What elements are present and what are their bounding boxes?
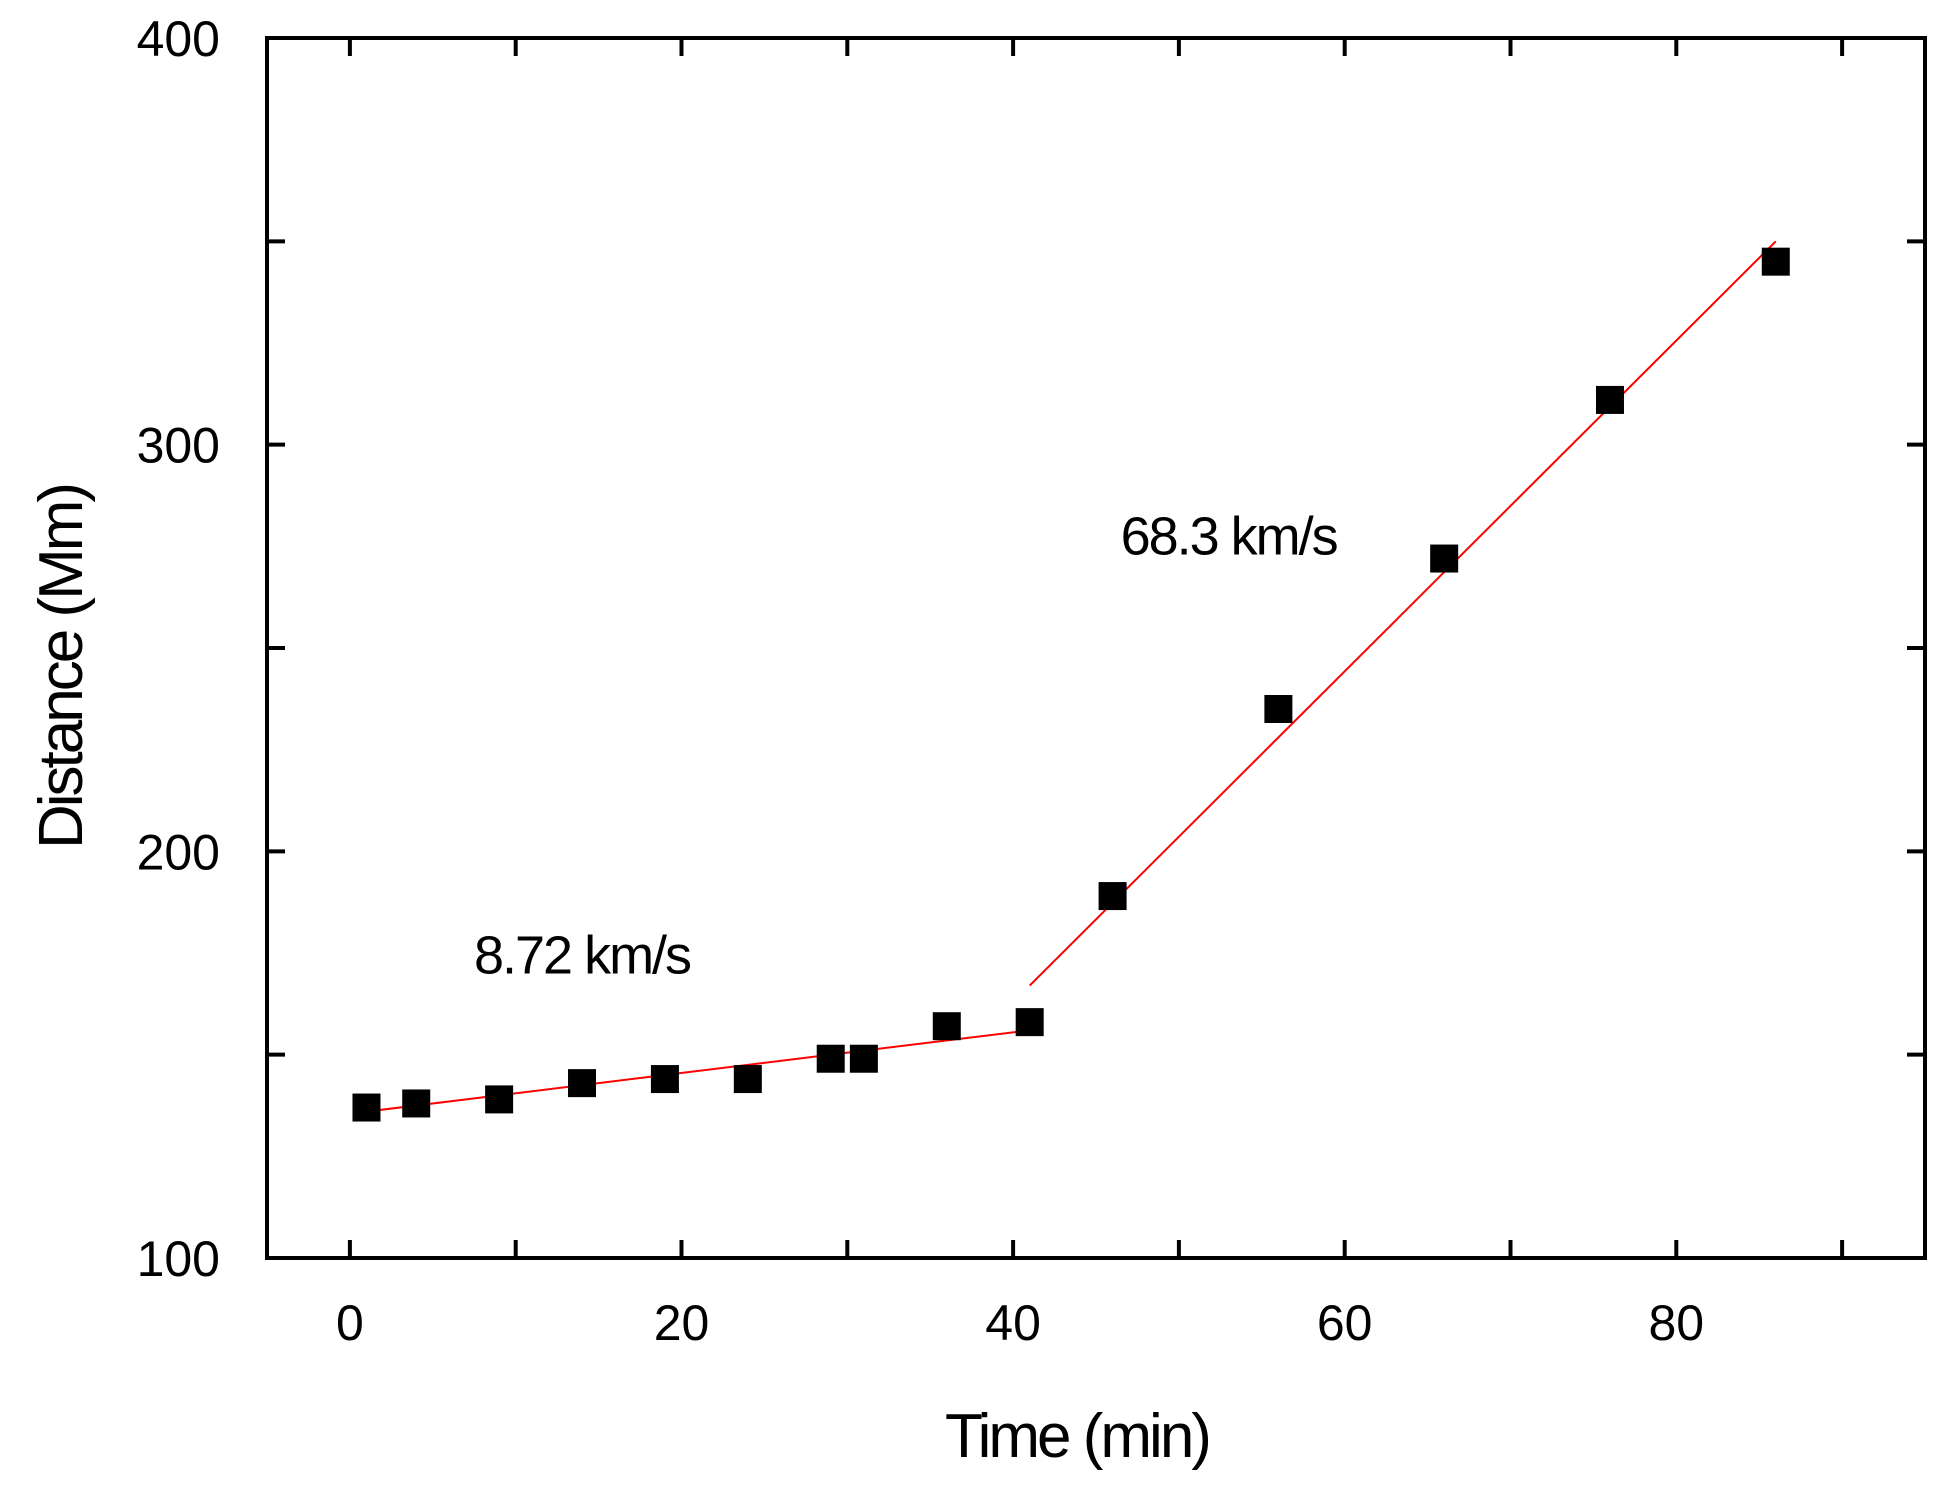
x-tick-label: 40 (985, 1295, 1041, 1351)
data-point (932, 1012, 961, 1041)
annotations: 8.72 km/s 68.3 km/s (474, 506, 1340, 985)
data-point (1264, 695, 1293, 723)
data-point (402, 1089, 431, 1118)
data-point (1761, 247, 1790, 276)
data-point (849, 1044, 878, 1073)
data-point (1098, 882, 1127, 911)
tick-labels: 0 20 40 60 80 100 200 300 400 (137, 11, 1705, 1351)
y-tick-label: 200 (137, 824, 220, 880)
y-tick-label: 400 (137, 11, 220, 67)
x-axis-label: Time (min) (945, 1402, 1209, 1471)
y-tick-label: 100 (137, 1231, 220, 1287)
x-tick-label: 80 (1648, 1295, 1704, 1351)
data-point (485, 1085, 514, 1114)
x-tick-label: 0 (336, 1295, 364, 1351)
data-points (352, 247, 1790, 1122)
x-tick-label: 60 (1317, 1295, 1373, 1351)
plot-area-frame (265, 36, 1927, 1260)
y-axis-label: Distance (Mm) (27, 485, 96, 849)
axis-ticks (267, 36, 1925, 1260)
data-point (568, 1069, 597, 1098)
data-point (816, 1044, 845, 1073)
data-point (733, 1065, 762, 1094)
data-point (1595, 385, 1624, 414)
speed-annotation: 68.3 km/s (1121, 506, 1338, 566)
speed-annotation: 8.72 km/s (474, 925, 691, 985)
data-point (1430, 544, 1459, 573)
fast-fit-line (1028, 240, 1777, 987)
data-point (1015, 1008, 1044, 1037)
fit-lines (366, 240, 1777, 1113)
x-tick-label: 20 (654, 1295, 710, 1351)
data-point (650, 1065, 679, 1094)
slow-fit-line (366, 1029, 1030, 1113)
y-tick-label: 300 (137, 418, 220, 474)
data-point (352, 1093, 381, 1122)
